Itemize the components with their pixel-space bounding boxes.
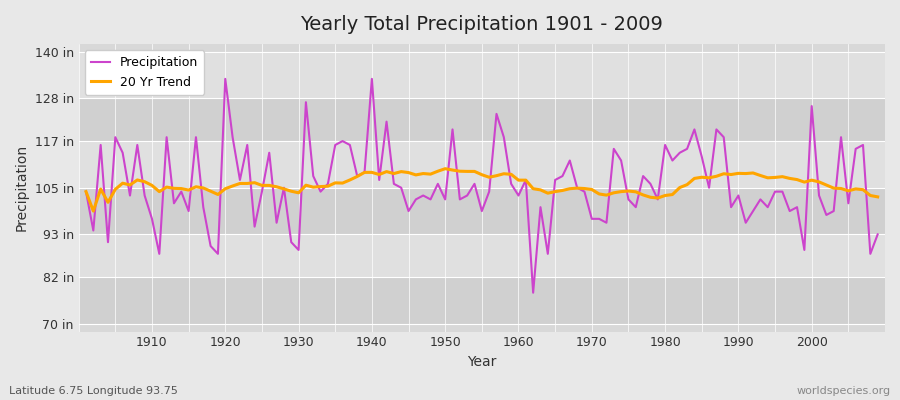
Precipitation xyxy=(513,193,524,198)
Precipitation xyxy=(352,174,363,178)
20 Yr Trend xyxy=(872,194,883,199)
Text: Latitude 6.75 Longitude 93.75: Latitude 6.75 Longitude 93.75 xyxy=(9,386,178,396)
Title: Yearly Total Precipitation 1901 - 2009: Yearly Total Precipitation 1901 - 2009 xyxy=(301,15,663,34)
20 Yr Trend xyxy=(88,209,99,214)
20 Yr Trend xyxy=(308,185,319,190)
20 Yr Trend xyxy=(616,189,626,194)
20 Yr Trend xyxy=(440,166,451,171)
20 Yr Trend xyxy=(81,189,92,194)
Bar xyxy=(78,141,885,188)
Text: worldspecies.org: worldspecies.org xyxy=(796,386,891,396)
Line: Precipitation: Precipitation xyxy=(86,79,878,293)
20 Yr Trend xyxy=(527,186,538,191)
Bar xyxy=(78,234,885,277)
Precipitation xyxy=(308,174,319,178)
Precipitation xyxy=(220,76,230,81)
Bar xyxy=(78,52,885,98)
Bar xyxy=(78,188,885,234)
Legend: Precipitation, 20 Yr Trend: Precipitation, 20 Yr Trend xyxy=(85,50,204,95)
20 Yr Trend xyxy=(352,174,363,179)
Bar xyxy=(78,277,885,324)
20 Yr Trend xyxy=(147,183,158,188)
Precipitation xyxy=(140,193,150,198)
Precipitation xyxy=(527,290,538,295)
Precipitation xyxy=(81,189,92,194)
Precipitation xyxy=(520,178,531,182)
Bar xyxy=(78,98,885,141)
Precipitation xyxy=(872,232,883,237)
X-axis label: Year: Year xyxy=(467,355,497,369)
Precipitation xyxy=(616,158,626,163)
Line: 20 Yr Trend: 20 Yr Trend xyxy=(86,169,878,211)
Y-axis label: Precipitation: Precipitation xyxy=(15,144,29,231)
20 Yr Trend xyxy=(520,178,531,182)
